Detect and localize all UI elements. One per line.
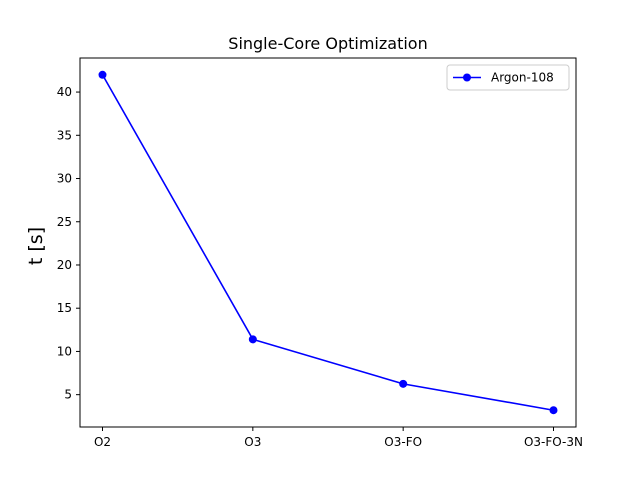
axes-frame (79, 57, 577, 428)
y-tick-label: 15 (57, 301, 72, 315)
x-tick-label: O3-FO-3N (524, 435, 583, 449)
plot-area: 5 10 15 20 25 30 35 40 O2 O3 O3-FO O3-FO-3N (57, 70, 583, 449)
legend-marker (463, 73, 471, 82)
y-tick-label: 35 (57, 128, 72, 142)
legend-box (446, 64, 570, 91)
data-point (98, 70, 107, 79)
y-tick-label: 30 (57, 172, 72, 186)
y-tick-label: 25 (57, 215, 72, 229)
x-tick-label: O3-FO (384, 435, 422, 449)
chart-title: Single-Core Optimization (228, 34, 427, 53)
y-tick-label: 10 (57, 344, 72, 358)
series-line (101, 74, 554, 412)
y-axis-label: t [s] (25, 227, 47, 265)
legend: Argon-108 (446, 64, 570, 91)
y-tick-label: 5 (64, 388, 72, 402)
data-point (549, 406, 558, 415)
x-tick-label: O3 (244, 435, 261, 449)
data-point (248, 335, 257, 344)
legend-label: Argon-108 (491, 71, 554, 85)
y-tick-label: 20 (57, 258, 72, 272)
x-tick-label: O2 (94, 435, 111, 449)
y-tick-label: 40 (57, 85, 72, 99)
data-point (399, 379, 408, 388)
